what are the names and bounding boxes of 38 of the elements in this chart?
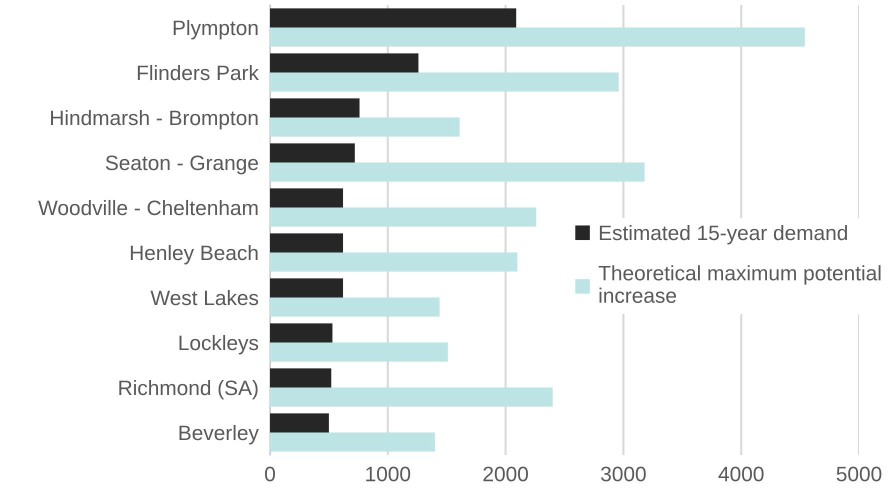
bar [270, 278, 344, 298]
y-tick-label: Beverley [180, 424, 259, 444]
x-tick-label: 3000 [601, 466, 646, 482]
y-tick-label: Hindmarsh - Brompton [51, 110, 258, 130]
bar [270, 233, 344, 252]
bar [270, 323, 332, 342]
y-tick-label: Seaton - Grange [106, 156, 258, 174]
y-tick-label: Woodville - Cheltenham [38, 200, 258, 216]
legend-label: Estimated 15-year demand [600, 224, 847, 244]
bar [270, 53, 418, 72]
y-tick-label: Richmond (SA) [119, 380, 258, 400]
bar [270, 413, 329, 432]
bar [270, 298, 440, 317]
y-tick-label: West Lakes [150, 290, 258, 306]
bar [270, 252, 518, 272]
y-tick-label: Henley Beach [130, 244, 258, 264]
x-tick-label: 4000 [718, 466, 764, 482]
bar [270, 98, 360, 118]
bar [270, 118, 460, 137]
bar [270, 432, 435, 452]
legend-label: Theoretical maximum potential increase [598, 265, 880, 303]
bar [270, 162, 645, 182]
bar [270, 8, 516, 28]
bar [270, 143, 355, 162]
bar [270, 342, 448, 362]
bar [270, 72, 619, 92]
y-tick-label: Plympton [174, 20, 258, 40]
bar [270, 208, 536, 227]
y-tick-label: Flinders Park [138, 64, 259, 80]
bar [270, 28, 805, 47]
x-tick-label: 0 [265, 466, 275, 482]
bar [270, 188, 344, 208]
bar [270, 388, 553, 407]
bar [270, 368, 332, 388]
y-tick-label: Lockleys [180, 334, 258, 354]
x-tick-label: 1000 [366, 466, 410, 482]
x-tick-label: 5000 [836, 466, 882, 482]
x-tick-label: 2000 [483, 466, 528, 482]
